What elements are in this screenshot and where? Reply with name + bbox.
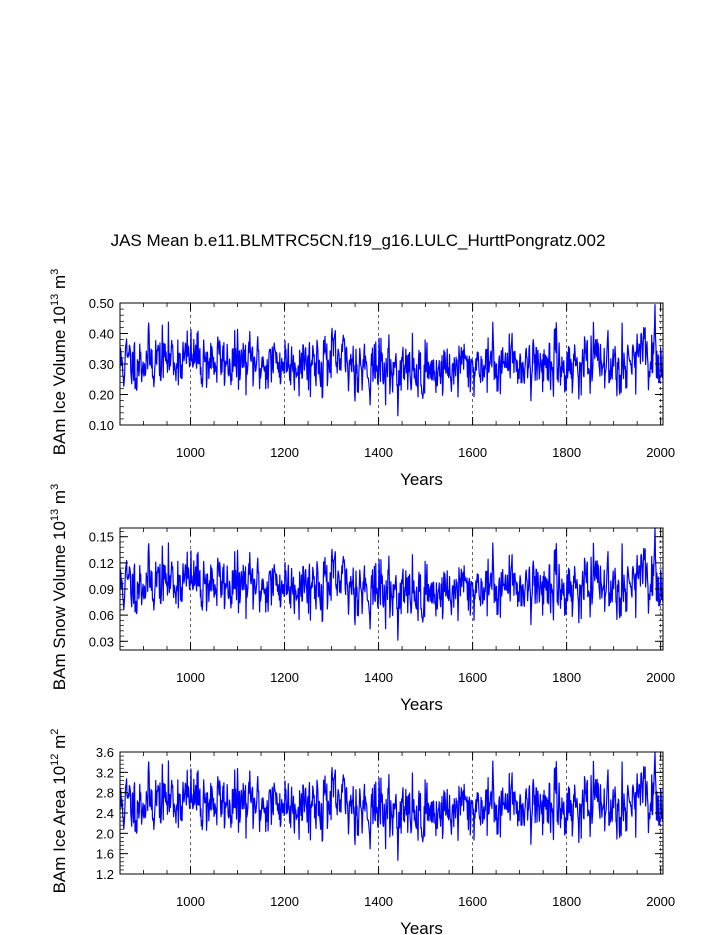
x-tick-label: 2000 [646,894,675,909]
y-axis-label-unit-exponent: 3 [49,484,61,490]
x-tick-label: 1400 [364,894,393,909]
x-axis-label: Years [400,695,443,714]
y-axis-label: BAm Snow Volume 1013 m3 [49,484,69,690]
y-tick-label: 2.8 [96,786,114,801]
y-tick-label: 2.0 [96,826,114,841]
y-axis-label-unit: m [50,735,69,754]
y-axis-label-unit: m [50,490,69,509]
x-axis-label: Years [400,470,443,489]
y-tick-label: 1.2 [96,867,114,882]
x-tick-label: 1600 [458,445,487,460]
x-tick-label: 1800 [552,445,581,460]
y-tick-label: 1.6 [96,847,114,862]
x-tick-label: 1600 [458,670,487,685]
y-tick-label: 0.40 [89,327,114,342]
x-tick-label: 1600 [458,894,487,909]
x-tick-label: 1400 [364,445,393,460]
y-axis-label-exponent: 12 [49,754,61,766]
y-axis-label-unit: m [50,275,69,294]
y-tick-label: 3.6 [96,745,114,760]
y-tick-label: 0.50 [89,296,114,311]
x-tick-label: 2000 [646,445,675,460]
y-axis-label-unit-exponent: 2 [49,729,61,735]
y-tick-label: 0.10 [89,418,114,433]
x-tick-label: 1000 [176,894,205,909]
y-axis-label-main: BAm Ice Volume 10 [50,306,69,455]
y-axis-label: BAm Ice Area 1012 m2 [49,729,69,894]
chart-panel-3: 1000 1200 1400 1600 1800 2000 1.2 1.6 2.0 2.4 2.8 3… [49,729,675,935]
x-tick-label: 1400 [364,670,393,685]
chart-panel-1: 1000 1200 1400 1600 1800 2000 0.10 0.20 0.30 0.40… [49,269,675,489]
y-tick-label: 0.09 [89,582,114,597]
x-tick-label: 1200 [270,894,299,909]
y-tick-label: 0.15 [89,530,114,545]
chart-panel-2: 1000 1200 1400 1600 1800 2000 0.03 0.06 0.09 0.12… [49,484,675,714]
y-tick-label: 0.12 [89,556,114,571]
y-axis-label-main: BAm Snow Volume 10 [50,521,69,690]
x-tick-label: 2000 [646,670,675,685]
y-tick-label: 0.03 [89,634,114,649]
y-axis-label: BAm Ice Volume 1013 m3 [49,269,69,456]
series-line [119,304,664,417]
x-tick-label: 1200 [270,445,299,460]
x-axis-label: Years [400,919,443,935]
y-tick-label: 0.20 [89,388,114,403]
y-tick-label: 0.30 [89,357,114,372]
x-tick-label: 1000 [176,445,205,460]
x-tick-label: 1800 [552,894,581,909]
x-tick-label: 1200 [270,670,299,685]
x-tick-label: 1000 [176,670,205,685]
chart-title: JAS Mean b.e11.BLMTRC5CN.f19_g16.LULC_Hu… [111,231,606,250]
y-axis-label-unit-exponent: 3 [49,269,61,275]
y-tick-label: 3.2 [96,765,114,780]
series-line [119,527,664,641]
y-tick-label: 2.4 [96,806,114,821]
y-tick-label: 0.06 [89,608,114,623]
y-axis-label-exponent: 13 [49,294,61,306]
y-axis-label-exponent: 13 [49,509,61,521]
x-tick-label: 1800 [552,670,581,685]
series-line [119,751,664,861]
y-axis-label-main: BAm Ice Area 10 [50,766,69,894]
